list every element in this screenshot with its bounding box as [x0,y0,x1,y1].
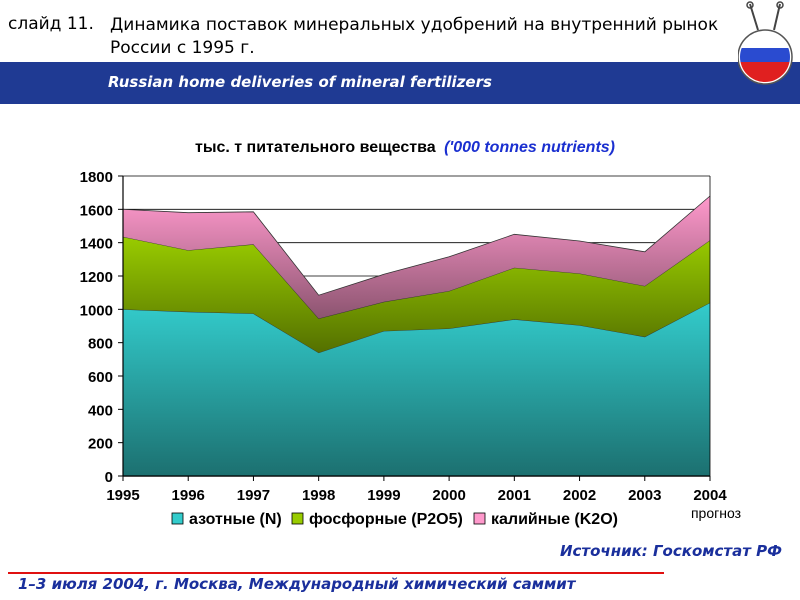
footer-divider [8,572,664,574]
english-subtitle: Russian home deliveries of mineral ferti… [108,73,492,91]
x-tick-label: 1998 [302,487,335,504]
series-area-1 [123,302,710,476]
y-tick-label: 1800 [80,169,113,186]
series-line-3 [122,195,711,296]
plot-area: 0 200 400 600 800 1000 1200 1400 1600 1800 1995 199… [80,169,741,521]
fertilizer-area-chart: тыс. т питательного вещества ('000 tonne… [80,139,741,528]
series-area-3 [123,196,710,319]
x-tick-sublabel: прогноз [691,505,741,521]
chart-title-ru: тыс. т питательного вещества [195,139,436,156]
legend-label-1: азотные (N) [189,511,282,528]
x-tick-label: 1995 [106,487,139,504]
y-tick-label: 600 [88,369,113,386]
source-note: Источник: Госкомстат РФ [559,542,782,560]
x-tick-label: 1996 [172,487,205,504]
footer-text: 1–3 июля 2004, г. Москва, Международный … [18,575,576,593]
legend-swatch-3 [473,512,486,525]
flask-logo-icon [738,1,800,104]
y-tick-label: 400 [88,402,113,419]
slide-number: слайд 11. [8,14,94,34]
legend-label-3: калийные (K2O) [491,511,618,528]
title-band: Russian home deliveries of mineral ferti… [0,62,800,104]
x-tick-label: 1997 [237,487,270,504]
y-tick-label: 1000 [80,302,113,319]
y-tick-label: 0 [105,469,113,486]
legend-swatch-1 [171,512,184,525]
x-tick-label: 2002 [563,487,596,504]
x-tick-label: 2003 [628,487,661,504]
y-tick-label: 800 [88,336,113,353]
x-tick-label: 2001 [498,487,531,504]
series-area-2 [123,236,710,353]
x-tick-label: 1999 [367,487,400,504]
chart-title-en: ('000 tonnes nutrients) [444,139,615,156]
x-tick-label: 2000 [432,487,465,504]
x-tick-label: 2004 [693,487,727,504]
legend-swatch-2 [291,512,304,525]
legend-label-2: фосфорные (P2O5) [309,511,463,528]
y-tick-label: 1600 [80,202,113,219]
legend: азотные (N) фосфорные (P2O5) калийные (K2O… [171,511,618,528]
slide-title: Динамика поставок минеральных удобрений … [110,15,719,58]
y-tick-label: 200 [88,436,113,453]
y-tick-label: 1400 [80,236,113,253]
y-tick-label: 1200 [80,269,113,286]
chart-title: тыс. т питательного вещества ('000 tonne… [195,139,615,156]
